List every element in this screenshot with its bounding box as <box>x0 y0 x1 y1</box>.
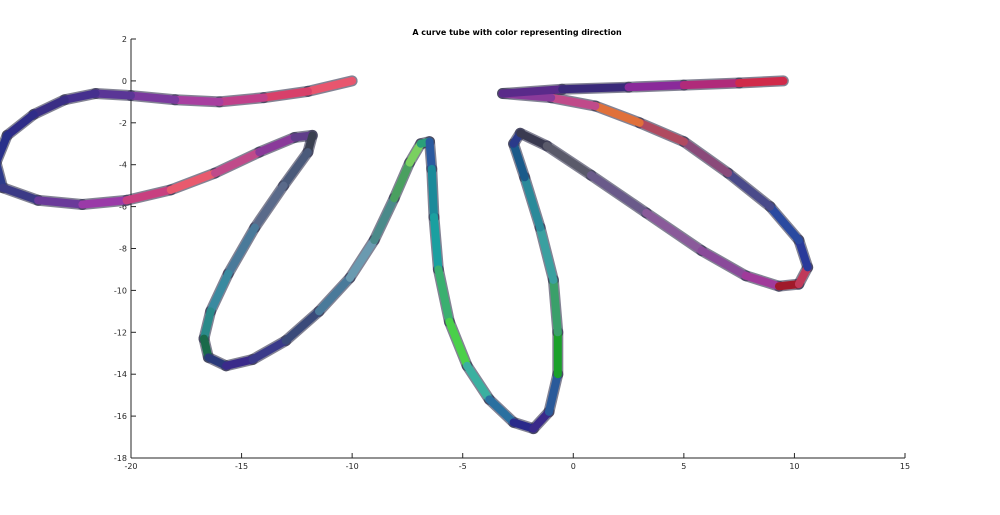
tube-segment <box>29 95 69 119</box>
tube-segment <box>735 76 788 87</box>
y-tick-label: -4 <box>119 161 127 170</box>
tube-segment <box>642 208 706 255</box>
tube-segment <box>250 181 288 232</box>
tube-segment <box>427 164 438 222</box>
tube-segment <box>279 148 312 190</box>
x-tick-label: -10 <box>346 462 359 471</box>
tube-segment <box>199 307 215 343</box>
tube-segment <box>0 161 7 192</box>
axes: -20 -15 -10 -5 0 5 10 15 20-2-4-6-8-10-12-14-16… <box>114 35 910 471</box>
tube-segment <box>547 93 600 111</box>
tube-segment <box>794 236 812 272</box>
tube-segment <box>222 355 257 370</box>
x-tick-label: 15 <box>900 462 910 471</box>
tube-segment <box>445 317 472 370</box>
tube-segment <box>741 271 783 291</box>
x-tick-label: 0 <box>571 462 576 471</box>
tube-segment <box>248 336 290 364</box>
tube-segment <box>211 148 264 178</box>
tube-segment <box>91 89 135 100</box>
tube-segment <box>255 133 299 157</box>
x-tick-label: -15 <box>235 462 248 471</box>
y-tick-label: 2 <box>122 35 127 44</box>
tube-segment <box>549 275 562 337</box>
tube-segment <box>766 202 803 245</box>
tube-segment <box>558 83 633 94</box>
tube-segment <box>0 131 12 164</box>
tube-segment <box>586 171 651 217</box>
tube-segment <box>542 141 595 180</box>
y-ticks: 2 0 -2 -4 -6 -8 -10 -12 -14 -16 -18 <box>114 35 136 463</box>
tube-segment <box>390 158 414 203</box>
tube-segment <box>345 236 379 282</box>
tube-segment <box>624 81 688 92</box>
curve-tube <box>0 75 814 435</box>
tube-segment <box>60 89 100 104</box>
tube-segment <box>434 265 454 326</box>
tube-segment <box>3 110 38 140</box>
tube-segment <box>281 307 323 345</box>
tube-segment <box>485 395 518 427</box>
tube-segment <box>166 169 220 194</box>
tube-segment <box>520 173 545 232</box>
tube-segment <box>215 93 268 106</box>
y-tick-label: -2 <box>119 119 127 128</box>
tube-segment <box>425 137 436 173</box>
tube-segment <box>0 183 43 205</box>
tube-segment <box>463 361 494 404</box>
tube-segment <box>303 76 357 96</box>
y-tick-label: -10 <box>114 286 127 295</box>
tube-segment <box>509 139 529 182</box>
y-tick-label: -8 <box>119 245 127 254</box>
tube-segment <box>78 196 131 209</box>
tube-segment <box>516 129 551 150</box>
tube-segment <box>122 185 175 205</box>
tube-segment <box>724 169 775 211</box>
tube-segment <box>429 213 443 274</box>
x-tick-label: 10 <box>789 462 799 471</box>
tube-segment <box>127 91 180 104</box>
tube-segment <box>370 194 399 245</box>
tube-segment <box>314 273 354 316</box>
y-tick-label: -6 <box>119 203 127 212</box>
chart-title: A curve tube with color representing dir… <box>412 28 622 37</box>
tube-segment <box>224 223 259 278</box>
tube-segment <box>171 95 224 106</box>
x-tick-label: -20 <box>124 462 137 471</box>
tube-segment <box>697 246 750 280</box>
tube-segment <box>679 78 744 90</box>
y-tick-label: -16 <box>114 412 127 421</box>
tube-segment <box>536 223 558 284</box>
tube-segment <box>544 370 562 416</box>
tube-segment <box>679 137 733 178</box>
x-ticks: -20 -15 -10 -5 0 5 10 15 <box>124 453 910 471</box>
tube-segment <box>259 87 312 102</box>
y-tick-label: -18 <box>114 454 127 463</box>
tube-segment <box>635 118 688 146</box>
x-tick-label: 5 <box>681 462 686 471</box>
tube-segment <box>206 269 233 316</box>
y-tick-label: 0 <box>122 77 127 86</box>
tube-segment <box>34 196 87 209</box>
tube-segment <box>498 85 567 98</box>
y-tick-label: -14 <box>114 370 127 379</box>
y-tick-label: -12 <box>114 328 127 337</box>
tube-segment <box>591 102 644 127</box>
x-tick-label: -5 <box>459 462 467 471</box>
